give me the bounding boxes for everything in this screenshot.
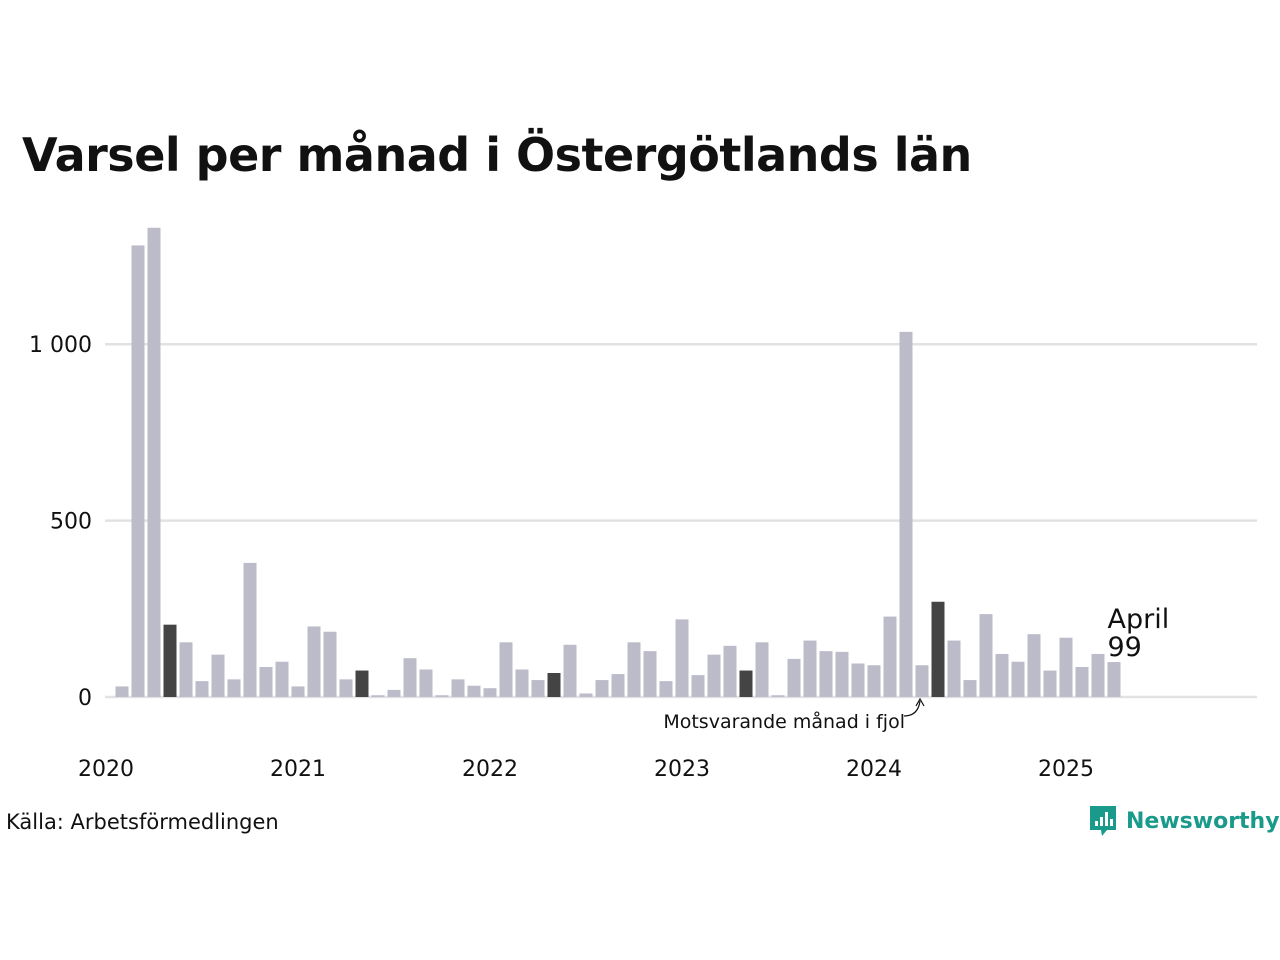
bar-2023-05 (755, 642, 769, 697)
bar-2020-01 (115, 686, 129, 697)
bar-2024-02 (899, 331, 913, 697)
brand-logo[interactable]: Newsworthy (1088, 804, 1280, 838)
bar-2021-04 (355, 670, 369, 697)
bar-2024-08 (995, 653, 1009, 697)
bar-2021-09 (435, 695, 449, 697)
bar-2024-09 (1011, 661, 1025, 697)
x-tick-label: 2025 (1038, 757, 1094, 782)
bar-2023-12 (867, 665, 881, 697)
bar-2021-11 (467, 685, 481, 697)
bar-2021-05 (371, 695, 385, 697)
bar-2021-07 (403, 658, 417, 697)
bar-2022-07 (595, 680, 609, 697)
y-tick-label: 0 (78, 686, 92, 711)
bar-2021-08 (419, 669, 433, 697)
bar-2020-08 (227, 679, 241, 697)
bar-2023-02 (707, 654, 721, 697)
annotation-arrow (903, 700, 921, 717)
bar-2023-04 (739, 670, 753, 697)
bar-2020-02 (131, 245, 145, 697)
x-tick-label: 2020 (78, 757, 134, 782)
x-tick-label: 2021 (270, 757, 326, 782)
highlight-month-label: April (1108, 604, 1170, 635)
bar-2022-12 (675, 619, 689, 697)
y-tick-label: 500 (50, 510, 92, 535)
bar-2025-02 (1091, 653, 1105, 697)
bar-2022-01 (499, 642, 513, 697)
bar-2021-10 (451, 679, 465, 697)
bar-2020-04 (163, 624, 177, 697)
bar-2022-10 (643, 651, 657, 697)
bar-2022-08 (611, 674, 625, 697)
bar-2024-01 (883, 616, 897, 697)
bar-2022-06 (579, 693, 593, 697)
x-tick-label: 2024 (846, 757, 902, 782)
bar-2020-07 (211, 654, 225, 697)
bar-2024-11 (1043, 670, 1057, 697)
y-axis-ticks: 0 500 1 000 (29, 333, 92, 711)
bar-2023-01 (691, 675, 705, 697)
bar-2021-01 (307, 626, 321, 697)
bar-2024-03 (915, 665, 929, 697)
chart-title: Varsel per månad i Östergötlands län (22, 128, 972, 182)
bar-2021-06 (387, 689, 401, 697)
bar-2020-11 (275, 661, 289, 697)
bar-2023-09 (819, 651, 833, 697)
bar-2023-10 (835, 651, 849, 697)
x-tick-label: 2022 (462, 757, 518, 782)
bar-2024-06 (963, 680, 977, 697)
bar-2022-11 (659, 681, 673, 697)
bar-2020-12 (291, 686, 305, 697)
comparison-annotation: Motsvarande månad i fjol (663, 710, 905, 733)
bar-2021-12 (483, 688, 497, 697)
bar-2022-05 (563, 644, 577, 697)
bar-2020-03 (147, 227, 161, 697)
x-axis-ticks: 2020 2021 2022 2023 2024 2025 (78, 757, 1094, 782)
bar-2022-04 (547, 673, 561, 697)
bar-chart-speech-bubble-icon (1090, 806, 1116, 836)
bar-2023-08 (803, 640, 817, 697)
brand-name: Newsworthy (1126, 808, 1280, 834)
source-note: Källa: Arbetsförmedlingen (6, 810, 279, 834)
bar-2022-03 (531, 680, 545, 697)
bar-2020-09 (243, 562, 257, 697)
bars (115, 227, 1121, 697)
bar-2021-03 (339, 679, 353, 697)
bar-2020-05 (179, 642, 193, 697)
bar-2025-03 (1107, 662, 1121, 697)
bar-2025-01 (1075, 667, 1089, 697)
bar-2022-09 (627, 642, 641, 697)
highlight-value-label: 99 (1108, 632, 1142, 663)
bar-2024-04 (931, 601, 945, 697)
x-tick-label: 2023 (654, 757, 710, 782)
y-tick-label: 1 000 (29, 333, 92, 358)
bar-2020-06 (195, 681, 209, 697)
bar-2022-02 (515, 669, 529, 697)
bar-2020-10 (259, 667, 273, 697)
bar-2021-02 (323, 631, 337, 697)
bar-2023-11 (851, 663, 865, 697)
bar-2024-12 (1059, 637, 1073, 697)
bar-2024-07 (979, 614, 993, 697)
bar-2023-06 (771, 695, 785, 697)
bar-2024-05 (947, 640, 961, 697)
bar-2024-10 (1027, 634, 1041, 697)
bar-2023-03 (723, 645, 737, 697)
annotation-arrowhead (915, 697, 925, 707)
bar-2023-07 (787, 658, 801, 697)
